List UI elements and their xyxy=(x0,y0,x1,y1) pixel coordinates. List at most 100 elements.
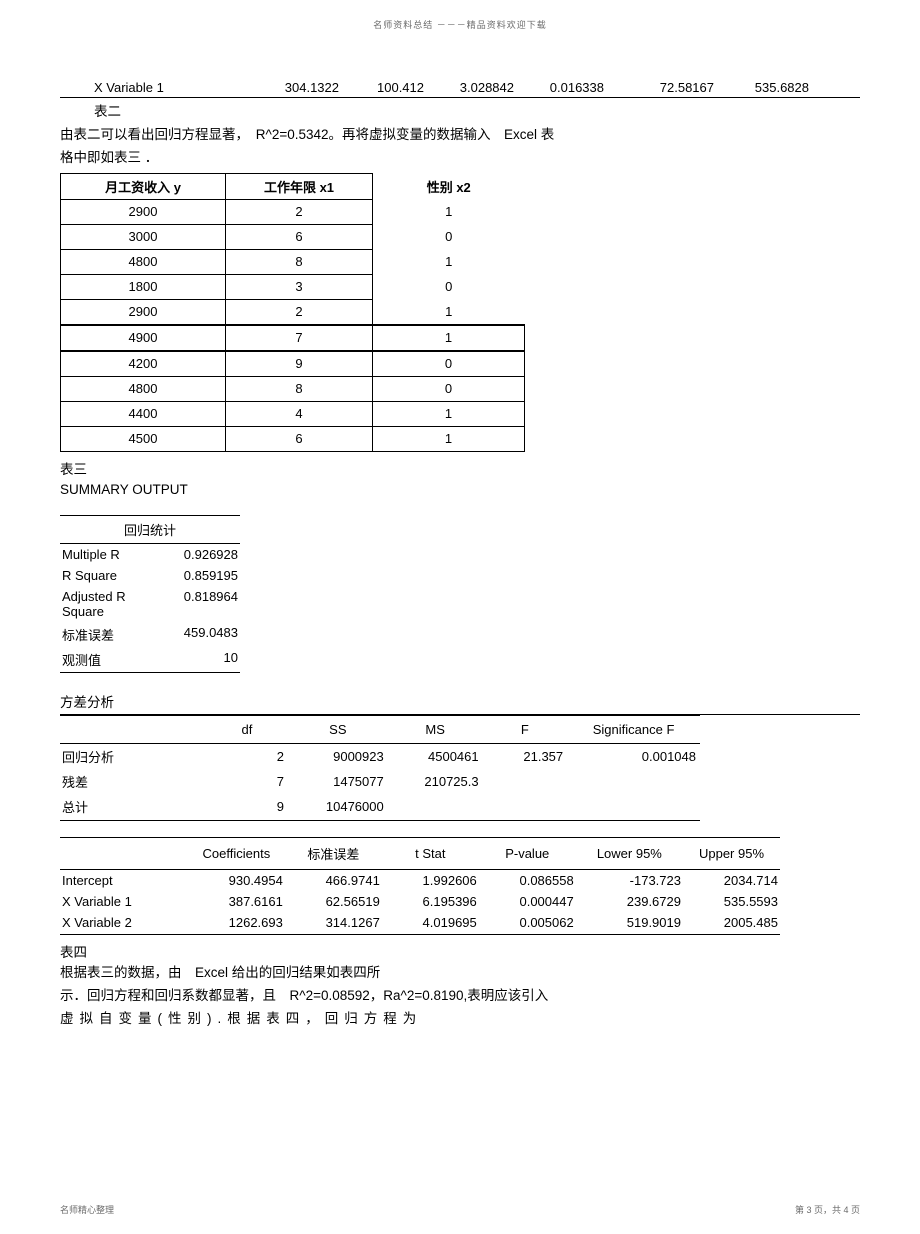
table-cell: 0.001048 xyxy=(567,743,700,769)
table-cell: 8 xyxy=(226,249,373,274)
anova-table: df SS MS F Significance F 回归分析2900092345… xyxy=(60,715,700,821)
table-cell: 21.357 xyxy=(483,743,568,769)
table-cell: 4500 xyxy=(61,426,226,451)
table-cell xyxy=(483,769,568,794)
table-row: 420090 xyxy=(61,351,525,377)
table-cell: 4800 xyxy=(61,249,226,274)
table-cell: 1 xyxy=(373,249,525,274)
table-cell: 9 xyxy=(206,794,288,821)
table-cell: 62.56519 xyxy=(285,891,382,912)
table-cell: 7 xyxy=(226,325,373,351)
table-cell: -173.723 xyxy=(576,869,683,891)
table-cell: 3 xyxy=(226,274,373,299)
table-cell: 9 xyxy=(226,351,373,377)
t3-h-x1: 工作年限 x1 xyxy=(226,173,373,199)
table-row: 回归分析29000923450046121.3570.001048 xyxy=(60,743,700,769)
table-cell: 0.005062 xyxy=(479,912,576,935)
para2: 格中即如表三 ． xyxy=(60,148,860,169)
table-cell: 残差 xyxy=(60,769,206,794)
table-cell: 10476000 xyxy=(288,794,388,821)
table-cell: 1475077 xyxy=(288,769,388,794)
table-cell: 4 xyxy=(226,401,373,426)
table-cell: 4.019695 xyxy=(382,912,479,935)
table-cell: 0 xyxy=(373,224,525,249)
table-cell: 1 xyxy=(373,325,525,351)
table-cell: Intercept xyxy=(60,869,188,891)
toprow-v6: 535.6828 xyxy=(714,80,809,95)
t3-h-x2: 性别 x2 xyxy=(373,173,525,199)
table-cell: 6.195396 xyxy=(382,891,479,912)
table-cell: 4900 xyxy=(61,325,226,351)
table-cell: 0.000447 xyxy=(479,891,576,912)
table-cell: X Variable 2 xyxy=(60,912,188,935)
table-cell: 0 xyxy=(373,351,525,377)
table-cell: 2034.714 xyxy=(683,869,780,891)
regstat-label: Adjusted R Square xyxy=(60,589,166,619)
table-cell: 9000923 xyxy=(288,743,388,769)
coef-h-lo: Lower 95% xyxy=(576,837,683,869)
table-row: X Variable 1387.616162.565196.1953960.00… xyxy=(60,891,780,912)
table-cell: 1262.693 xyxy=(188,912,285,935)
regstat-label: 标准误差 xyxy=(60,625,166,644)
regstat-label: R Square xyxy=(60,568,166,583)
table-cell: 2 xyxy=(226,199,373,224)
table-row: 480081 xyxy=(61,249,525,274)
coef-h-coef: Coefficients xyxy=(188,837,285,869)
table-cell: 7 xyxy=(206,769,288,794)
coef-h-t: t Stat xyxy=(382,837,479,869)
table-cell: 回归分析 xyxy=(60,743,206,769)
page-header: 名师资料总结 －－－精品资料欢迎下载 xyxy=(0,18,920,31)
para1: 由表二可以看出回归方程显著， R^2=0.5342。再将虚拟变量的数据输入 Ex… xyxy=(60,125,860,146)
anova-title: 方差分析 xyxy=(60,691,860,715)
table-cell: 2 xyxy=(206,743,288,769)
regstat-title: 回归统计 xyxy=(60,515,240,544)
para3-l1: 根据表三的数据，由 Excel 给出的回归结果如表四所 xyxy=(60,963,860,984)
footer-right: 第 3 页，共 4 页 xyxy=(795,1203,860,1216)
table-cell: 6 xyxy=(226,426,373,451)
table-cell: 2 xyxy=(226,299,373,325)
regression-stat-table: 回归统计 Multiple R0.926928R Square0.859195A… xyxy=(60,515,240,673)
table-cell: 4400 xyxy=(61,401,226,426)
table-cell: 1.992606 xyxy=(382,869,479,891)
table-cell xyxy=(388,794,483,821)
table-cell: 314.1267 xyxy=(285,912,382,935)
anova-h-ss: SS xyxy=(288,715,388,743)
toprow-v3: 3.028842 xyxy=(424,80,514,95)
table-cell: 0 xyxy=(373,274,525,299)
anova-h-sig: Significance F xyxy=(567,715,700,743)
table-cell: 2005.485 xyxy=(683,912,780,935)
table-cell: X Variable 1 xyxy=(60,891,188,912)
table-row: X Variable 21262.693314.12674.0196950.00… xyxy=(60,912,780,935)
table-cell: 4200 xyxy=(61,351,226,377)
regstat-row: 观测值10 xyxy=(60,647,240,673)
regstat-value: 0.859195 xyxy=(166,568,240,583)
regstat-value: 0.818964 xyxy=(166,589,240,619)
table-row: 440041 xyxy=(61,401,525,426)
table-row: 450061 xyxy=(61,426,525,451)
toprow-label: X Variable 1 xyxy=(94,80,229,95)
table-cell: 2900 xyxy=(61,199,226,224)
table-cell: 总计 xyxy=(60,794,206,821)
table-row: 残差71475077210725.3 xyxy=(60,769,700,794)
regstat-row: Adjusted R Square0.818964 xyxy=(60,586,240,622)
anova-h-f: F xyxy=(483,715,568,743)
toprow-v4: 0.016338 xyxy=(514,80,604,95)
table-row: 290021 xyxy=(61,199,525,224)
coef-h-se: 标准误差 xyxy=(285,837,382,869)
table-cell: 4500461 xyxy=(388,743,483,769)
coef-h-p: P-value xyxy=(479,837,576,869)
table-cell: 2900 xyxy=(61,299,226,325)
table-cell: 4800 xyxy=(61,376,226,401)
table-cell: 535.5593 xyxy=(683,891,780,912)
table3-label: 表三 xyxy=(60,458,860,478)
table-cell: 466.9741 xyxy=(285,869,382,891)
table3: 月工资收入 y 工作年限 x1 性别 x2 290021300060480081… xyxy=(60,173,525,452)
regstat-label: 观测值 xyxy=(60,650,166,669)
table2-label: 表二 xyxy=(60,102,860,123)
toprow-v1: 304.1322 xyxy=(229,80,339,95)
table-cell: 1 xyxy=(373,199,525,224)
regstat-row: 标准误差459.0483 xyxy=(60,622,240,647)
table-cell: 239.6729 xyxy=(576,891,683,912)
footer-left: 名师精心整理 xyxy=(60,1203,114,1216)
para3-l3: 虚拟自变量(性别).根据表四，回归方程为 xyxy=(60,1009,860,1030)
